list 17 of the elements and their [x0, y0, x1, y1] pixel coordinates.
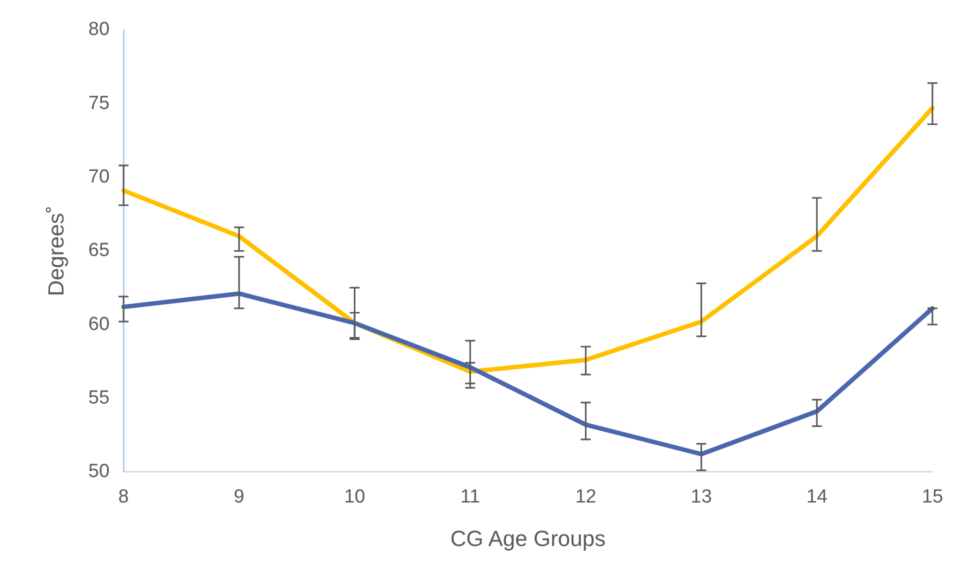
y-tick-label: 75: [88, 92, 110, 114]
y-tick-label: 70: [88, 166, 110, 188]
y-tick-label: 60: [88, 314, 110, 335]
x-tick-label: 15: [922, 486, 944, 508]
x-tick-label: 10: [344, 486, 366, 508]
x-tick-label: 14: [806, 486, 828, 508]
y-tick-label: 55: [88, 387, 110, 408]
x-tick-label: 12: [575, 486, 596, 508]
x-tick-label: 9: [234, 486, 244, 508]
x-tick-label: 11: [460, 486, 480, 508]
x-tick-label: 8: [118, 486, 129, 508]
y-axis-title: Degrees˚: [43, 206, 68, 296]
y-tick-label: 80: [88, 19, 110, 40]
y-tick-label: 50: [88, 461, 110, 482]
x-tick-label: 13: [690, 486, 712, 508]
y-tick-label: 65: [88, 240, 110, 262]
x-axis-title: CG Age Groups: [450, 526, 606, 551]
